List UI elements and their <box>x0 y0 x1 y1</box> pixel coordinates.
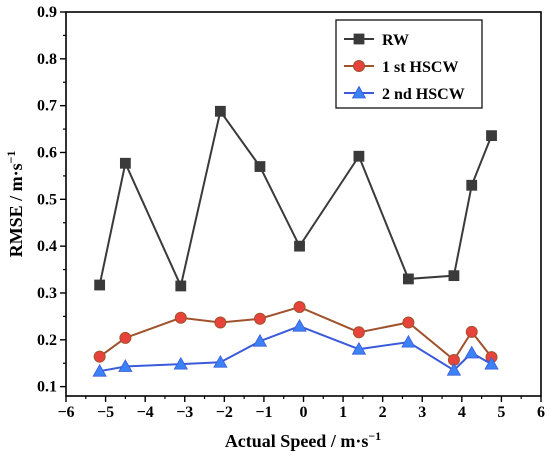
y-tick-label: 0.5 <box>37 191 57 208</box>
x-tick-label: −6 <box>57 404 74 421</box>
legend-item: 1 st HSCW <box>344 59 458 76</box>
data-point <box>213 354 228 368</box>
data-point <box>92 363 107 377</box>
data-point <box>214 105 226 117</box>
data-point <box>353 150 365 162</box>
data-point <box>118 359 133 372</box>
legend-label: 1 st HSCW <box>382 59 458 76</box>
x-tick-label: 6 <box>537 404 545 421</box>
data-point <box>484 356 499 370</box>
series-line <box>98 108 493 290</box>
legend-marker <box>353 60 365 72</box>
y-tick-label: 0.3 <box>37 285 57 302</box>
y-tick-label: 0.6 <box>37 144 57 161</box>
data-point <box>119 157 131 169</box>
x-tick-label: −5 <box>97 404 114 421</box>
data-point <box>174 311 187 324</box>
data-point <box>486 130 497 142</box>
data-point <box>93 350 106 363</box>
series-1 <box>93 301 498 366</box>
x-axis-title: Actual Speed / m·s−1 <box>225 429 381 451</box>
y-tick-label: 0.9 <box>37 4 57 21</box>
data-point <box>402 316 415 329</box>
x-tick-label: 2 <box>379 404 387 421</box>
series-layer <box>92 105 499 377</box>
x-tick-label: 0 <box>300 404 308 421</box>
data-point <box>292 318 307 332</box>
x-tick-label: 5 <box>497 404 505 421</box>
legend-label: RW <box>382 32 409 49</box>
y-tick-label: 0.1 <box>37 379 57 396</box>
data-point <box>294 240 305 252</box>
y-tick-label: 0.4 <box>37 238 57 255</box>
data-point <box>351 341 367 355</box>
x-tick-label: −4 <box>137 404 154 421</box>
data-point <box>214 316 227 329</box>
data-point <box>254 161 266 172</box>
data-point <box>94 279 106 291</box>
legend-label: 2 nd HSCW <box>382 86 465 103</box>
series-line <box>99 305 493 362</box>
data-point <box>402 273 414 285</box>
data-point <box>446 362 462 376</box>
data-point <box>252 333 268 347</box>
legend-item: RW <box>344 32 409 49</box>
x-tick-label: 1 <box>339 404 347 421</box>
y-axis-ticks: 0.1 0.2 0.3 0.4 0.5 0.6 0.7 0.8 0.9 <box>37 4 66 396</box>
series-2 <box>92 318 499 377</box>
x-axis-ticks: −6 −5 −4 −3 −2 −1 0 1 2 3 4 5 6 <box>57 396 545 421</box>
x-tick-label: 3 <box>418 404 426 421</box>
x-tick-label: −2 <box>216 404 233 421</box>
data-point <box>464 345 479 359</box>
data-point <box>253 312 266 325</box>
data-point <box>173 356 188 370</box>
data-point <box>401 334 416 348</box>
x-tick-label: −3 <box>176 404 193 421</box>
data-point <box>466 179 478 191</box>
data-point <box>448 270 460 282</box>
series-line <box>99 325 493 373</box>
x-tick-label: 4 <box>458 404 466 421</box>
data-point <box>175 280 187 292</box>
data-point <box>352 326 365 339</box>
y-tick-label: 0.8 <box>37 51 57 68</box>
legend-marker <box>351 85 367 99</box>
data-point <box>119 331 132 344</box>
data-point <box>465 325 478 338</box>
series-0 <box>94 105 497 292</box>
legend: RW 1 st HSCW 2 nd HSCW <box>335 19 483 109</box>
y-tick-label: 0.2 <box>37 332 57 349</box>
legend-item: 2 nd HSCW <box>344 85 465 103</box>
y-axis-title: RMSE / m·s−1 <box>4 151 26 258</box>
data-point <box>293 301 306 314</box>
x-tick-label: −1 <box>255 404 272 421</box>
y-tick-label: 0.7 <box>37 98 57 115</box>
legend-marker <box>353 33 365 45</box>
